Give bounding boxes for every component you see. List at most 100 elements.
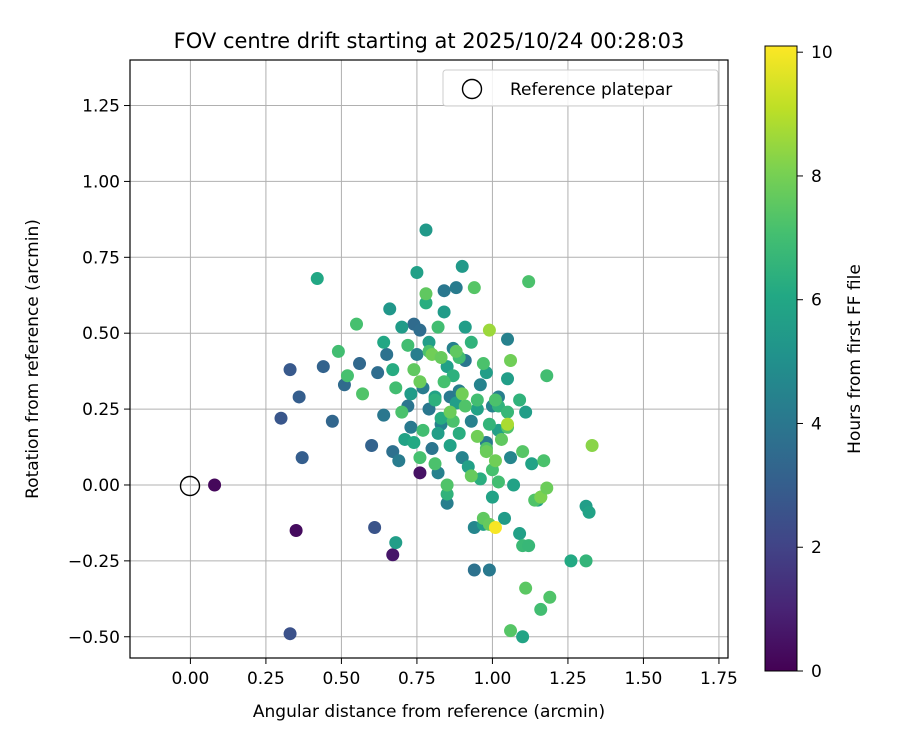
data-point (325, 414, 339, 428)
y-tick-label: 0.00 (82, 476, 120, 496)
y-tick-label: 0.75 (82, 248, 120, 268)
y-axis-ticks: −0.50 −0.25 0.00 0.25 0.50 0.75 1.00 1.25 (68, 97, 130, 648)
data-point (501, 405, 515, 419)
data-point (522, 539, 536, 553)
data-point (310, 272, 324, 286)
data-point (455, 259, 469, 273)
data-point (479, 445, 493, 459)
x-tick-label: 1.75 (700, 669, 738, 689)
data-point (340, 369, 354, 383)
y-tick-label: 1.00 (82, 172, 120, 192)
data-point (440, 487, 454, 501)
legend-box (442, 69, 719, 107)
data-point (470, 429, 484, 443)
data-point (410, 347, 424, 361)
data-point (443, 405, 457, 419)
data-point (316, 360, 330, 374)
data-point (464, 335, 478, 349)
colorbar-label: Hours from first FF file (845, 264, 865, 454)
data-point (295, 451, 309, 465)
colorbar-tick-label: 4 (811, 414, 822, 434)
data-point (392, 454, 406, 468)
data-point (331, 344, 345, 358)
data-point (585, 439, 599, 453)
data-point (482, 323, 496, 337)
data-point (464, 469, 478, 483)
data-point (425, 442, 439, 456)
data-point (404, 387, 418, 401)
data-point (501, 372, 515, 386)
data-point (407, 435, 421, 449)
data-point (386, 548, 400, 562)
data-point (437, 284, 451, 298)
data-point (564, 554, 578, 568)
data-point (522, 275, 536, 289)
data-point (507, 478, 521, 492)
data-point (350, 317, 364, 331)
data-point (365, 439, 379, 453)
data-point (540, 481, 554, 495)
legend-label: Reference platepar (510, 80, 672, 100)
x-tick-label: 0.50 (322, 669, 360, 689)
data-point (407, 363, 421, 377)
data-point (519, 581, 533, 595)
data-point (491, 475, 505, 489)
data-point (467, 281, 481, 295)
data-point (208, 478, 222, 492)
chart-title: FOV centre drift starting at 2025/10/24 … (174, 29, 685, 53)
data-point (371, 366, 385, 380)
data-point (516, 630, 530, 644)
data-point (353, 357, 367, 371)
data-point (380, 347, 394, 361)
data-point (498, 511, 512, 525)
data-point (389, 381, 403, 395)
colorbar-tick-label: 0 (811, 662, 822, 682)
legend-reference-marker (461, 78, 483, 100)
data-point (488, 393, 502, 407)
data-point (389, 536, 403, 550)
data-point (470, 402, 484, 416)
data-point (504, 451, 518, 465)
data-point (458, 399, 472, 413)
data-point (395, 320, 409, 334)
data-point (501, 332, 515, 346)
data-point (413, 375, 427, 389)
y-tick-label: −0.50 (68, 628, 120, 648)
data-point (582, 505, 596, 519)
data-point (434, 350, 448, 364)
y-axis-label: Rotation from reference (arcmin) (23, 219, 43, 499)
data-point (501, 417, 515, 431)
plot-frame (129, 59, 729, 659)
data-point (431, 426, 445, 440)
y-tick-label: 0.50 (82, 324, 120, 344)
y-tick-label: −0.25 (68, 552, 120, 572)
data-point (449, 344, 463, 358)
data-point (274, 411, 288, 425)
data-point (513, 393, 527, 407)
data-point (467, 563, 481, 577)
data-point (516, 445, 530, 459)
data-point (488, 454, 502, 468)
data-point (386, 363, 400, 377)
x-tick-label: 1.00 (473, 669, 511, 689)
data-point (401, 338, 415, 352)
data-point (525, 457, 539, 471)
data-point (513, 527, 527, 541)
data-point (419, 287, 433, 301)
data-point (416, 423, 430, 437)
data-point (485, 490, 499, 504)
data-point (422, 335, 436, 349)
x-axis-ticks: 0.00 0.25 0.50 0.75 1.00 1.25 1.50 1.75 (171, 658, 738, 689)
data-point (464, 414, 478, 428)
data-point (449, 281, 463, 295)
data-points (208, 223, 599, 644)
data-point (476, 357, 490, 371)
data-point (428, 393, 442, 407)
data-point (504, 624, 518, 638)
reference-marker (179, 475, 201, 497)
data-point (410, 265, 424, 279)
grid-lines (130, 60, 728, 658)
data-point (504, 354, 518, 368)
data-point (377, 408, 391, 422)
